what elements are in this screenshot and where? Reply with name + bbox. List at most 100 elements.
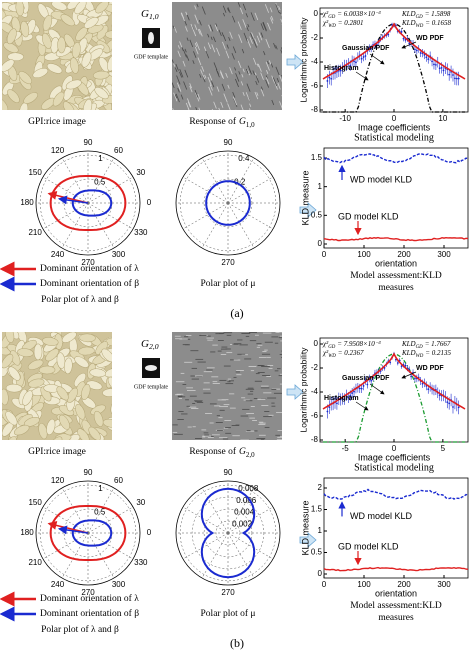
stat-ylabel: Logarithmic probability (298, 347, 308, 433)
response-edge (180, 94, 184, 100)
response-edge (222, 5, 227, 13)
hist-point (353, 390, 355, 393)
polar-frame (35, 480, 141, 586)
polar-angle-label: 270 (81, 588, 95, 597)
response-edge (256, 35, 261, 43)
response-edge (184, 48, 187, 53)
hist-point (404, 364, 407, 367)
response-edge (265, 79, 270, 88)
rice-grain (22, 390, 33, 406)
response-edge (211, 44, 216, 53)
x-tick-label: -5 (342, 444, 350, 453)
rice-grain (95, 2, 109, 14)
response-edge (275, 4, 280, 13)
fit-statistic: KLDWD= 0.1658 (401, 19, 451, 30)
response-edge (281, 54, 282, 56)
hist-point (362, 385, 365, 387)
rice-grain (84, 16, 99, 29)
response-edge (274, 82, 278, 90)
hist-point (364, 55, 367, 57)
rice-grain (107, 376, 112, 391)
response-edge (235, 78, 239, 88)
response-edge (266, 69, 269, 74)
polar-radius-label: 0.004 (234, 508, 255, 517)
polar-angle-label: 180 (20, 528, 34, 537)
kld-caption: measures (378, 283, 414, 293)
response-edge (176, 82, 182, 92)
hist-point (347, 396, 350, 399)
x-tick-label: -10 (339, 114, 351, 123)
response-edge (177, 50, 181, 58)
response-edge (269, 7, 273, 13)
response-edge (237, 2, 241, 8)
rice-grain (2, 59, 15, 72)
rice-grain (77, 428, 90, 440)
rice-grain (57, 36, 66, 54)
response-edge (196, 3, 199, 8)
polar-spoke (87, 176, 134, 204)
histogram-label: Histogram (324, 65, 359, 72)
y-tick-label: 1.5 (311, 505, 323, 514)
response-sub: 1,0 (246, 121, 255, 129)
legend-lambda: Dominant orientation of λ (40, 263, 139, 274)
rice-grain (94, 87, 109, 100)
response-edge (208, 86, 213, 96)
response-edge (199, 73, 202, 78)
wd-curve (322, 352, 466, 410)
rice-grain (2, 388, 9, 406)
fit-statistic-sub: WD (416, 24, 424, 29)
polar-angle-label: 90 (224, 468, 233, 477)
polar-spoke (61, 532, 89, 579)
polar-caption: Polar plot of μ (201, 608, 256, 619)
rice-grain (52, 91, 65, 107)
response-edge (245, 68, 249, 75)
fit-statistic-sub: WD (328, 354, 336, 359)
mu-curve (205, 180, 251, 226)
response-edge (263, 50, 266, 56)
gaussian-label-pointer (369, 53, 385, 65)
gaussian-curve (323, 353, 465, 443)
hist-point (336, 402, 338, 405)
polar-frame (35, 150, 141, 256)
polar-angle-label: 300 (112, 250, 126, 259)
response-edge (193, 51, 197, 58)
hist-point (343, 398, 346, 401)
fit-statistic: KLDGD= 1.5898 (401, 10, 451, 21)
hist-point (355, 61, 357, 64)
response-edge (201, 6, 206, 15)
response-edge (189, 85, 193, 93)
y-tick-label: 1 (318, 526, 323, 535)
x-tick-label: 100 (357, 580, 371, 589)
rice-grain (27, 359, 44, 370)
kld-xlabel: orientation (375, 258, 417, 268)
rice-grain (7, 52, 24, 62)
beta-curve (71, 189, 113, 217)
hist-point (414, 377, 416, 380)
polar-angle-label: 0 (147, 198, 152, 207)
response-edge (194, 24, 198, 30)
polar-ring (39, 484, 137, 582)
polar-angle-label: 270 (221, 258, 235, 267)
kld-caption: Model assessment:KLD (350, 601, 442, 611)
rice-grain (107, 55, 112, 72)
rice-grain (51, 2, 68, 11)
x-tick-label: 0 (392, 444, 397, 453)
response-edge (172, 108, 174, 110)
polar-radius-label: 1 (98, 484, 103, 493)
hist-point (387, 33, 390, 36)
beta-curve (71, 519, 113, 547)
legend-lambda: Dominant orientation of λ (40, 593, 139, 604)
rice-grain (49, 436, 63, 440)
fit-statistic-main: χ² (322, 340, 329, 348)
x-tick-label: 0 (322, 250, 327, 259)
response-edge (283, 30, 286, 38)
rice-grain (74, 2, 87, 15)
x-tick-label: 0 (322, 580, 327, 589)
gaussian-label: Gaussian PDF (342, 375, 390, 382)
polar-radius-label: 0.006 (236, 496, 257, 505)
response-edge (260, 72, 264, 80)
fit-statistic: KLDGD= 1.7667 (401, 340, 451, 351)
polar-spoke (61, 157, 89, 204)
fit-statistic-main: χ² (322, 10, 329, 18)
